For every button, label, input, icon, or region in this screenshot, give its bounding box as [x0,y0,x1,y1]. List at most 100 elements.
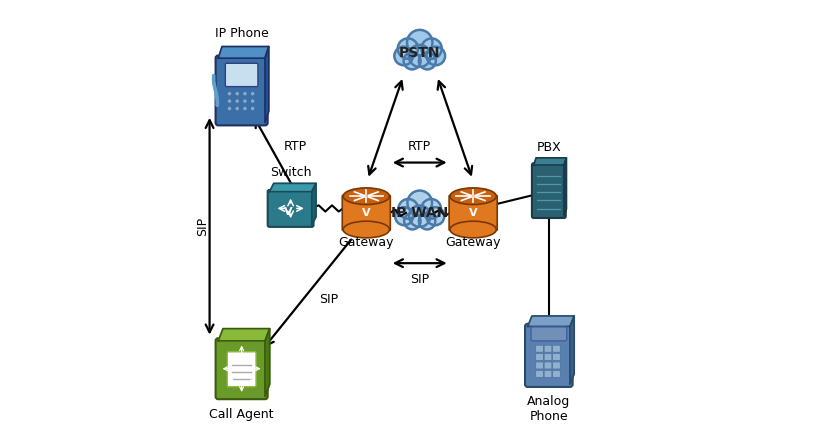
FancyBboxPatch shape [544,370,552,377]
Circle shape [251,108,254,110]
Polygon shape [311,183,316,225]
Circle shape [214,86,215,88]
Circle shape [409,206,430,227]
FancyBboxPatch shape [227,352,256,387]
Circle shape [216,101,219,103]
Ellipse shape [450,188,496,205]
Polygon shape [564,158,566,216]
FancyBboxPatch shape [553,370,560,377]
Circle shape [251,100,254,102]
Text: SIP: SIP [410,273,429,286]
FancyBboxPatch shape [532,163,566,218]
Circle shape [215,95,218,97]
Circle shape [427,47,445,65]
Circle shape [419,213,435,229]
Polygon shape [265,47,269,123]
Text: Switch: Switch [270,166,311,179]
Text: IP WAN: IP WAN [391,206,448,220]
Ellipse shape [343,221,389,238]
Ellipse shape [450,221,496,238]
Circle shape [212,78,215,80]
Circle shape [212,79,215,82]
Text: RTP: RTP [284,140,307,153]
Circle shape [244,100,246,102]
FancyBboxPatch shape [342,195,390,230]
Polygon shape [218,329,270,341]
Polygon shape [534,158,566,165]
Circle shape [244,108,246,110]
Circle shape [213,81,215,83]
Circle shape [395,207,413,225]
Circle shape [215,96,218,99]
FancyBboxPatch shape [215,338,268,399]
FancyBboxPatch shape [536,353,544,361]
FancyBboxPatch shape [449,195,497,230]
Circle shape [215,93,217,95]
Polygon shape [570,316,574,384]
FancyBboxPatch shape [531,327,567,341]
Circle shape [216,104,219,106]
Circle shape [213,82,215,85]
Circle shape [216,99,219,102]
Circle shape [212,76,215,78]
Text: PSTN: PSTN [399,46,441,60]
FancyBboxPatch shape [215,56,268,125]
FancyBboxPatch shape [553,362,560,369]
Circle shape [397,39,418,59]
Circle shape [229,93,230,95]
Circle shape [213,84,215,86]
Circle shape [394,47,413,65]
FancyBboxPatch shape [544,353,552,361]
Circle shape [236,108,238,110]
Circle shape [407,30,433,55]
Circle shape [407,190,432,215]
Circle shape [214,87,216,89]
Circle shape [419,52,436,69]
FancyBboxPatch shape [553,345,560,352]
FancyBboxPatch shape [544,345,552,352]
Text: Analog
Phone: Analog Phone [527,396,570,423]
Circle shape [216,103,219,105]
Text: Gateway: Gateway [338,236,394,249]
FancyBboxPatch shape [225,63,258,86]
FancyBboxPatch shape [525,324,573,387]
Text: RTP: RTP [408,140,432,153]
Circle shape [236,100,238,102]
FancyBboxPatch shape [536,362,544,369]
Ellipse shape [343,188,389,205]
Text: Gateway: Gateway [445,236,501,249]
Text: V: V [284,207,293,217]
FancyBboxPatch shape [536,345,544,352]
Text: V: V [468,207,478,218]
FancyBboxPatch shape [553,353,560,361]
FancyBboxPatch shape [544,362,552,369]
Circle shape [244,93,246,95]
Circle shape [403,52,421,69]
Circle shape [251,93,254,95]
Polygon shape [270,183,316,192]
Circle shape [422,199,441,219]
Text: SIP: SIP [196,217,210,236]
Circle shape [398,199,418,219]
Polygon shape [528,316,574,327]
Circle shape [216,98,218,100]
Circle shape [215,91,217,94]
Circle shape [422,39,442,59]
Circle shape [214,89,216,91]
Text: PBX: PBX [536,141,561,154]
Circle shape [229,100,230,102]
Circle shape [408,45,431,67]
Circle shape [427,207,444,225]
Circle shape [215,90,217,92]
Text: Call Agent: Call Agent [210,408,274,421]
Circle shape [236,93,238,95]
FancyBboxPatch shape [268,190,313,227]
Text: V: V [362,207,371,218]
Circle shape [404,213,421,229]
Polygon shape [265,329,270,396]
FancyBboxPatch shape [536,370,544,377]
Text: SIP: SIP [319,293,338,306]
Polygon shape [218,47,269,58]
Circle shape [213,74,215,77]
Circle shape [229,108,230,110]
